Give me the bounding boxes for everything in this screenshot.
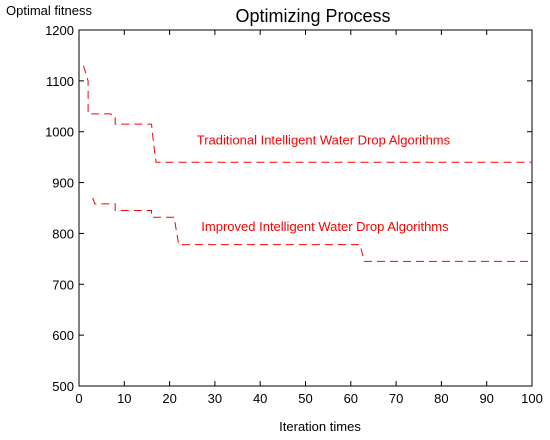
x-tick-label: 70 [389, 391, 403, 406]
plot-area: 0 10 20 30 40 50 60 70 80 90 100 500 600 700 800 900 100… [45, 23, 543, 406]
y-tick-label: 500 [52, 379, 74, 394]
annotation-improved: Improved Intelligent Water Drop Algorith… [201, 219, 449, 234]
chart-title: Optimizing Process [235, 6, 390, 26]
x-tick-label: 0 [75, 391, 82, 406]
x-tick-label: 90 [479, 391, 493, 406]
annotation-traditional: Traditional Intelligent Water Drop Algor… [197, 132, 451, 147]
y-tick-label: 800 [52, 226, 74, 241]
series-line-traditional [83, 65, 532, 163]
x-axis-label: Iteration times [279, 419, 361, 434]
y-tick-label: 1200 [45, 23, 74, 38]
x-tick-label: 10 [117, 391, 131, 406]
x-tick-label: 60 [344, 391, 358, 406]
y-tick-label: 600 [52, 328, 74, 343]
x-tick-label: 80 [434, 391, 448, 406]
series-line-improved [92, 197, 532, 262]
y-tick-label: 900 [52, 176, 74, 191]
y-tick-label: 1000 [45, 125, 74, 140]
y-tick-label: 700 [52, 277, 74, 292]
y-tick-label: 1100 [46, 74, 74, 89]
y-axis-label: Optimal fitness [6, 3, 92, 18]
x-tick-label: 20 [162, 391, 176, 406]
x-tick-label: 50 [298, 391, 312, 406]
x-tick-label: 40 [253, 391, 267, 406]
x-tick-label: 100 [521, 391, 543, 406]
x-tick-label: 30 [208, 391, 222, 406]
